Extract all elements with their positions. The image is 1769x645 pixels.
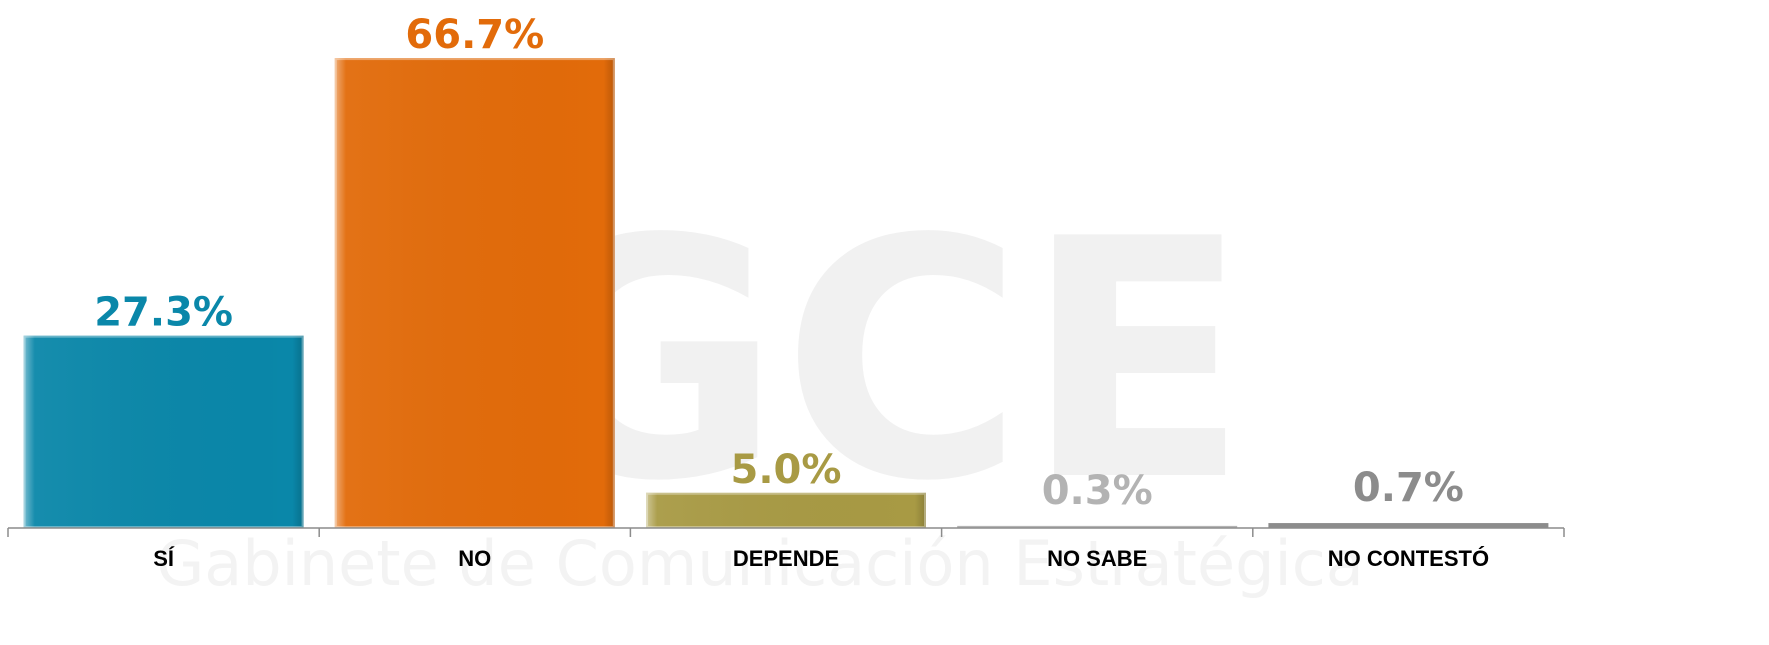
bar-bevel	[646, 492, 926, 528]
bar-highlight	[23, 335, 304, 528]
bars-layer	[23, 58, 1549, 529]
category-label: NO SABE	[1047, 546, 1147, 571]
category-label: NO CONTESTÓ	[1328, 546, 1489, 571]
bar-2	[646, 492, 926, 529]
bar-0	[23, 335, 304, 528]
bar-rect	[957, 525, 1238, 528]
bar-highlight	[646, 492, 926, 529]
bar-highlight	[334, 58, 615, 529]
bar-3	[957, 525, 1238, 528]
labels-layer: 27.3% SÍ 66.7% NO 5.0% DEPENDE 0.3% NO SABE 0.7%…	[94, 12, 1489, 571]
category-label: NO	[458, 546, 491, 571]
value-label: 5.0%	[731, 447, 842, 493]
bar-4	[1268, 523, 1549, 528]
value-label: 27.3%	[94, 290, 233, 336]
value-label: 0.7%	[1353, 465, 1464, 511]
category-label: SÍ	[153, 546, 175, 571]
x-axis	[7, 527, 1565, 537]
watermark-logo-text: GCE	[511, 169, 1249, 553]
watermark-logo: GCE Gabinete de Comunicación Estratégica	[156, 169, 1364, 600]
bar-bevel	[334, 58, 615, 529]
bar-rect	[1268, 523, 1549, 528]
watermark-subtitle: Gabinete de Comunicación Estratégica	[156, 527, 1364, 600]
category-label: DEPENDE	[733, 546, 839, 571]
bar-bevel	[23, 335, 304, 528]
bar-1	[334, 58, 615, 529]
value-label: 66.7%	[405, 12, 544, 58]
value-label: 0.3%	[1042, 468, 1153, 514]
